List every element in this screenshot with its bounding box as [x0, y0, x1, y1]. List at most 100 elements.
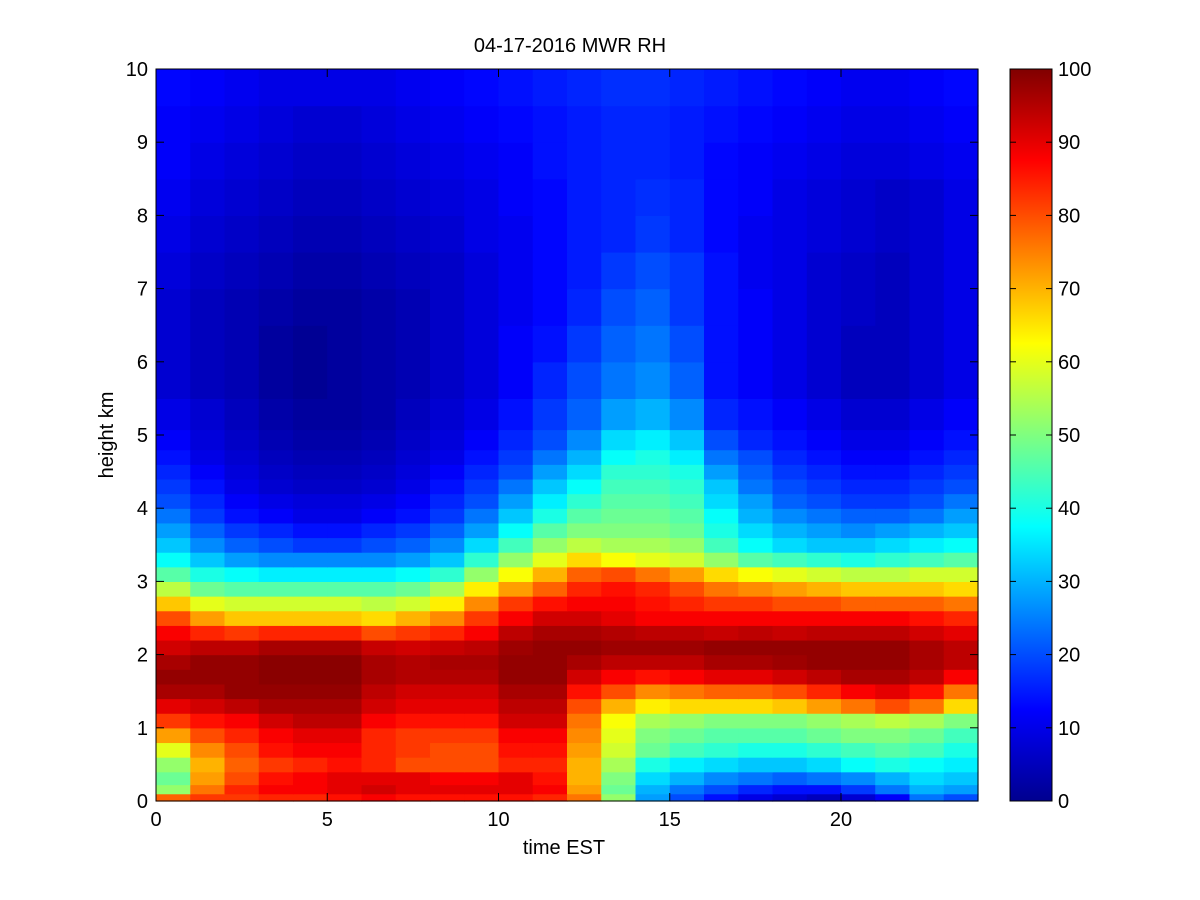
heatmap-cell: [567, 429, 602, 451]
heatmap-cell: [601, 142, 637, 180]
heatmap-cell: [669, 771, 705, 786]
heatmap-cell: [258, 581, 294, 597]
heatmap-cell: [738, 398, 774, 431]
heatmap-cell: [806, 698, 842, 714]
heatmap-cell: [395, 552, 431, 568]
heatmap-cell: [430, 105, 465, 143]
heatmap-cell: [669, 398, 705, 431]
heatmap-cell: [669, 522, 705, 539]
heatmap-cell: [464, 742, 500, 758]
heatmap-cell: [738, 784, 774, 795]
heatmap-cell: [567, 698, 602, 714]
heatmap-cell: [293, 464, 328, 480]
heatmap-cell: [190, 522, 226, 539]
heatmap-cell: [327, 654, 363, 670]
heatmap-cell: [532, 727, 568, 744]
heatmap-cell: [704, 522, 739, 539]
heatmap-cell: [395, 683, 431, 700]
heatmap-cell: [498, 610, 534, 626]
x-tick-label: 15: [659, 809, 681, 831]
heatmap-cell: [156, 757, 191, 773]
heatmap-cell: [704, 105, 739, 143]
heatmap-cell: [875, 625, 911, 641]
heatmap-cell: [669, 178, 705, 216]
colorbar-tick-label: 50: [1058, 425, 1080, 447]
heatmap-cell: [738, 325, 774, 363]
heatmap-cell: [669, 252, 705, 290]
heatmap-cell: [772, 581, 808, 597]
heatmap-cell: [806, 683, 842, 700]
colorbar-tick-label: 60: [1058, 352, 1080, 374]
heatmap-cell: [327, 727, 363, 744]
heatmap-cell: [567, 669, 602, 685]
heatmap-cell: [430, 771, 465, 786]
heatmap-cell: [464, 361, 500, 399]
heatmap-cell: [772, 478, 808, 495]
heatmap-cell: [395, 698, 431, 714]
heatmap-cell: [395, 69, 431, 107]
heatmap-cell: [601, 449, 637, 465]
heatmap-cell: [327, 771, 363, 786]
heatmap-cell: [567, 537, 602, 553]
heatmap-cell: [430, 596, 465, 612]
heatmap-cell: [567, 793, 602, 802]
heatmap-cell: [635, 654, 671, 670]
heatmap-cell: [258, 105, 294, 143]
heatmap-cell: [943, 654, 979, 670]
heatmap-cell: [361, 398, 397, 431]
heatmap-cell: [293, 449, 328, 465]
heatmap-cell: [224, 654, 260, 670]
heatmap-cell: [498, 252, 534, 290]
x-axis-label: time EST: [523, 837, 605, 859]
heatmap-cell: [567, 639, 602, 656]
heatmap-cell: [156, 625, 191, 641]
heatmap-cell: [395, 508, 431, 524]
heatmap-cell: [190, 757, 226, 773]
heatmap-cell: [841, 508, 876, 524]
heatmap-cell: [772, 784, 808, 795]
heatmap-cell: [395, 639, 431, 656]
heatmap-cell: [395, 793, 431, 802]
heatmap-cell: [567, 784, 602, 795]
heatmap-cell: [738, 698, 774, 714]
heatmap-cell: [806, 522, 842, 539]
heatmap-cell: [532, 361, 568, 399]
heatmap-cell: [190, 713, 226, 729]
heatmap-cell: [498, 325, 534, 363]
heatmap-cell: [635, 639, 671, 656]
heatmap-cell: [704, 288, 739, 326]
heatmap-cell: [635, 478, 671, 495]
heatmap-cell: [327, 683, 363, 700]
heatmap-cell: [806, 552, 842, 568]
heatmap-cell: [567, 625, 602, 641]
heatmap-cell: [498, 398, 534, 431]
heatmap-cell: [258, 669, 294, 685]
heatmap-cell: [327, 288, 363, 326]
heatmap-cell: [430, 683, 465, 700]
heatmap-cell: [224, 742, 260, 758]
heatmap-cell: [806, 784, 842, 795]
heatmap-cell: [190, 727, 226, 744]
heatmap-cell: [224, 105, 260, 143]
heatmap-cell: [190, 398, 226, 431]
heatmap-cell: [772, 698, 808, 714]
heatmap-cell: [395, 610, 431, 626]
colorbar-tick-label: 30: [1058, 571, 1080, 593]
heatmap-cell: [361, 683, 397, 700]
heatmap-cell: [943, 698, 979, 714]
heatmap-cell: [841, 683, 876, 700]
heatmap-cell: [395, 522, 431, 539]
heatmap-cell: [327, 625, 363, 641]
heatmap-cell: [224, 625, 260, 641]
heatmap-cell: [258, 537, 294, 553]
heatmap-cell: [156, 698, 191, 714]
heatmap-cell: [704, 178, 739, 216]
heatmap-cell: [190, 288, 226, 326]
heatmap-cell: [464, 522, 500, 539]
heatmap-cell: [430, 793, 465, 802]
heatmap-cell: [909, 493, 945, 509]
heatmap-cell: [224, 727, 260, 744]
heatmap-cell: [293, 508, 328, 524]
heatmap-cell: [875, 713, 911, 729]
heatmap-cell: [875, 537, 911, 553]
